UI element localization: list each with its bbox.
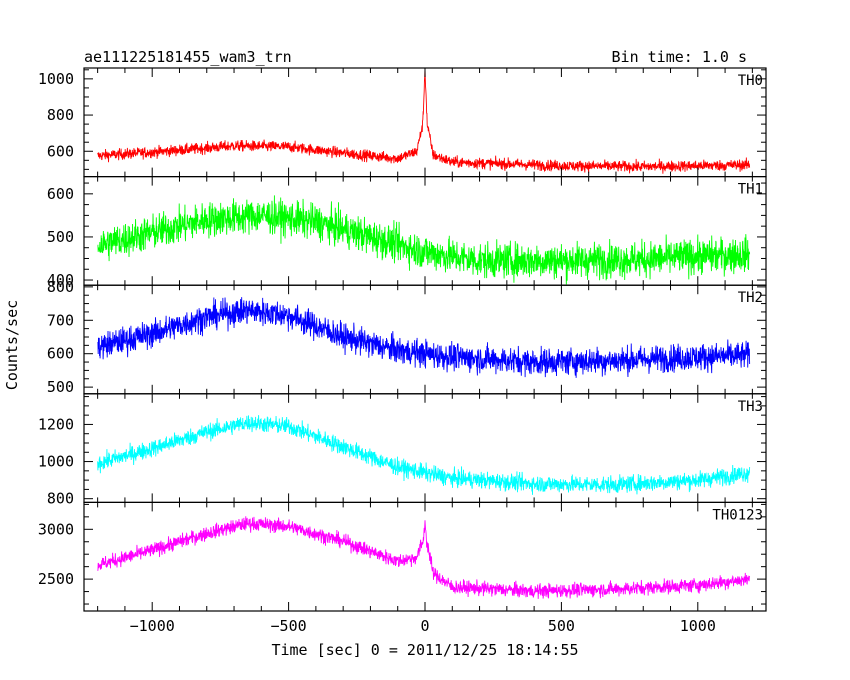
panel-label-th3: TH3 bbox=[738, 399, 763, 415]
series-line-th0 bbox=[97, 68, 751, 174]
panel-frame bbox=[83, 67, 767, 178]
series-line-th3 bbox=[97, 415, 751, 495]
panel-label-th0123: TH0123 bbox=[712, 507, 763, 523]
panel-label-th2: TH2 bbox=[738, 290, 763, 306]
y-tick-label: 3000 bbox=[38, 520, 74, 538]
series-line-th2 bbox=[97, 297, 751, 378]
panel-frame bbox=[83, 501, 767, 612]
panel-frame bbox=[83, 176, 767, 286]
panels-group: 600 800 1000 TH0 400 500 600 TH1 500 600 700 800 TH2… bbox=[38, 67, 767, 612]
panel-th2: 500 600 700 800 TH2 bbox=[47, 278, 767, 396]
y-tick-label: 600 bbox=[47, 345, 74, 363]
x-tick-label: 1000 bbox=[680, 617, 716, 635]
x-tick-label: 0 bbox=[420, 617, 429, 635]
y-tick-label: 400 bbox=[47, 271, 74, 289]
y-tick-label: 800 bbox=[47, 490, 74, 508]
y-tick-label: 1000 bbox=[38, 70, 74, 88]
y-tick-label: 800 bbox=[47, 106, 74, 124]
series-line-th1 bbox=[97, 195, 751, 285]
series-line-th0123 bbox=[97, 516, 751, 599]
panel-label-th1: TH1 bbox=[738, 182, 763, 198]
y-tick-label: 800 bbox=[47, 278, 74, 296]
y-axis-label: Counts/sec bbox=[3, 300, 21, 390]
x-tick-label: −1000 bbox=[130, 617, 175, 635]
panel-th0123: 2500 3000 TH0123 bbox=[38, 501, 767, 612]
chart-title: ae111225181455_wam3_trn bbox=[84, 48, 292, 66]
y-tick-label: 1000 bbox=[38, 453, 74, 471]
x-tick-label: 500 bbox=[548, 617, 575, 635]
panel-th3: 800 1000 1200 TH3 bbox=[38, 393, 767, 508]
panel-th1: 400 500 600 TH1 bbox=[47, 176, 767, 289]
y-tick-label: 1200 bbox=[38, 415, 74, 433]
panel-th0: 600 800 1000 TH0 bbox=[38, 67, 767, 178]
y-tick-label: 2500 bbox=[38, 570, 74, 588]
y-tick-label: 500 bbox=[47, 228, 74, 246]
y-tick-label: 600 bbox=[47, 142, 74, 160]
y-tick-label: 500 bbox=[47, 378, 74, 396]
y-tick-label: 600 bbox=[47, 185, 74, 203]
panel-frame bbox=[83, 284, 767, 395]
x-axis-label: Time [sec] 0 = 2011/12/25 18:14:55 bbox=[271, 641, 578, 659]
x-tick-label: −500 bbox=[271, 617, 307, 635]
panel-label-th0: TH0 bbox=[738, 73, 763, 89]
y-tick-label: 700 bbox=[47, 311, 74, 329]
bin-time-label: Bin time: 1.0 s bbox=[612, 48, 747, 66]
x-axis: −1000 −500 0 500 1000 bbox=[130, 617, 716, 635]
